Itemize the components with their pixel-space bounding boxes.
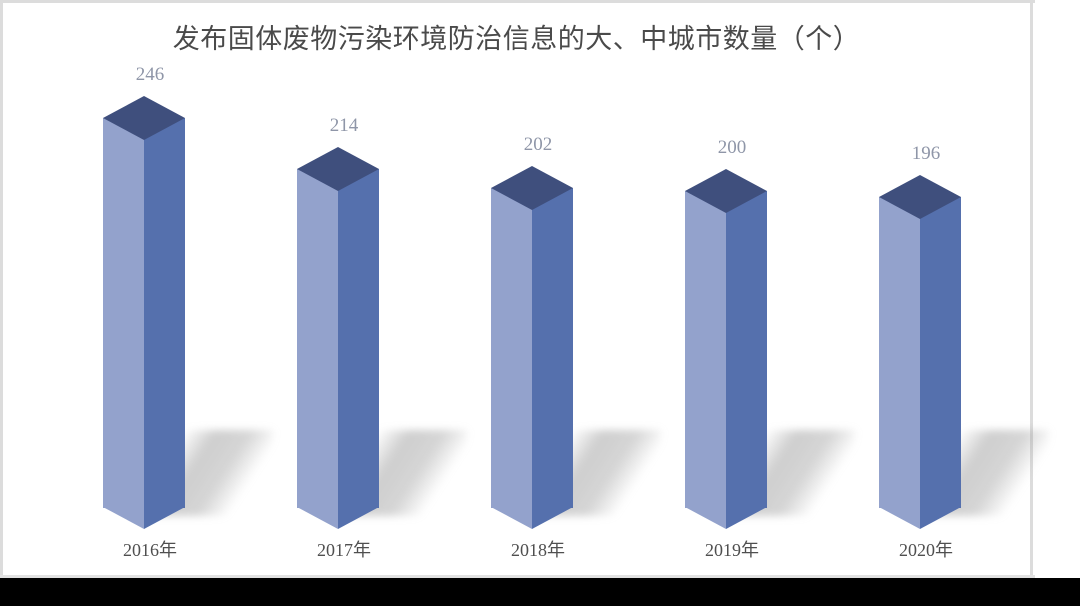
chart-title: 发布固体废物污染环境防治信息的大、中城市数量（个） [172,24,861,54]
bar-column[interactable] [103,96,185,529]
bar-face-right [144,118,185,508]
bar-face-right [338,169,379,508]
bar-value-label: 214 [329,115,359,136]
bar-face-left [879,197,920,508]
bar-group: 214 2017年 [279,0,467,560]
bar-column[interactable] [685,169,767,529]
bar-value-label: 246 [135,64,165,85]
page-border-top [0,0,1035,3]
bar-face-left [685,191,726,508]
bar-face-top [491,166,573,210]
bar-value-label: 200 [717,137,747,158]
bar-category-label: 2018年 [511,540,565,560]
bar-category-label: 2017年 [317,540,371,560]
bar-face-bottom [103,507,185,529]
bar-column[interactable] [297,147,379,529]
bar-face-right [532,188,573,508]
bar-face-left [103,118,144,508]
bar-category-label: 2016年 [123,540,177,560]
bar-face-top [685,169,767,213]
bar-face-right [920,197,961,508]
bar-face-left [491,188,532,508]
bar-face-top [297,147,379,191]
bar-face-bottom [491,507,573,529]
bar-value-label: 202 [523,134,553,155]
bar-face-bottom [297,507,379,529]
bar-group: 202 2018年 [473,0,661,560]
bar-group: 196 2020年 [861,0,1049,560]
bar-face-left [297,169,338,508]
bar-value-label: 196 [911,143,941,164]
chart-plot-area: 246 2016年 214 2017年 202 2018年 200 2019年 196 2020年 [85,0,1049,560]
bar-face-right [726,191,767,508]
bar-face-top [879,175,961,219]
bar-category-label: 2019年 [705,540,759,560]
page-border-left [0,0,3,578]
page-border-right [1030,0,1033,578]
bar-face-top [103,96,185,140]
bar-column[interactable] [879,175,961,529]
bar-group: 246 2016年 [85,0,273,560]
bar-face-bottom [685,507,767,529]
page-border-bottom [0,575,1035,578]
bar-group: 200 2019年 [667,0,855,560]
bar-column[interactable] [491,166,573,529]
slide-canvas: 发布固体废物污染环境防治信息的大、中城市数量（个） 246 2016年 214 201… [0,0,1080,578]
bar-category-label: 2020年 [899,540,953,560]
bar-face-bottom [879,507,961,529]
